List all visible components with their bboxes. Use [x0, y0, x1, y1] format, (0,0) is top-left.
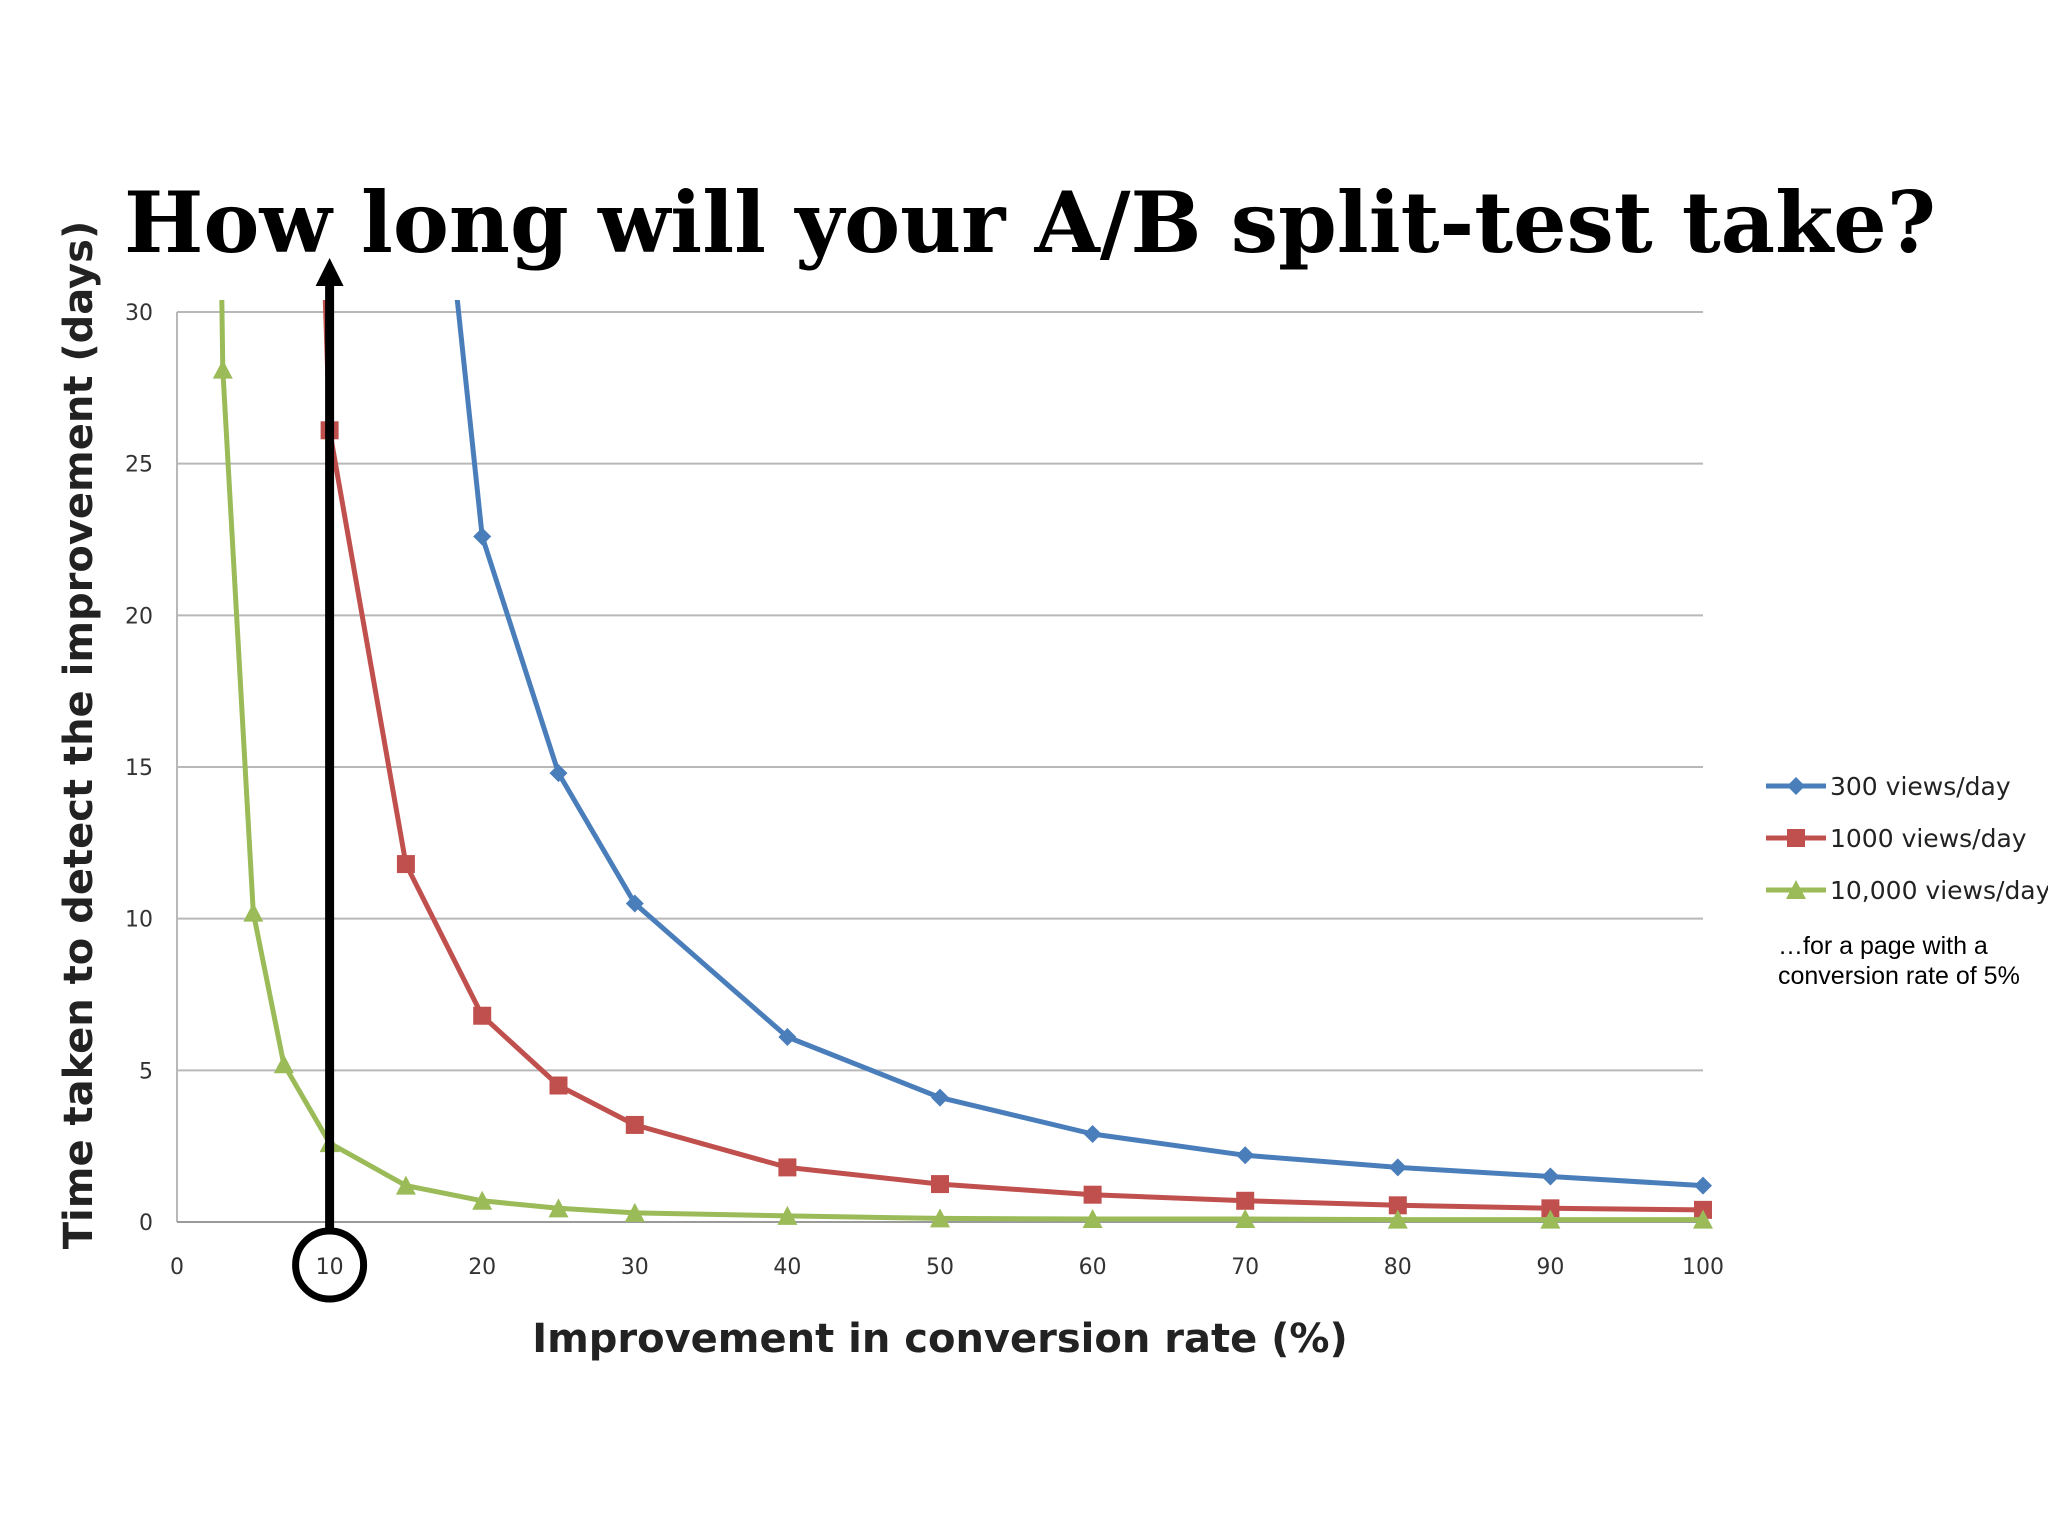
- data-point: [1693, 1209, 1713, 1229]
- legend-marker: [1786, 880, 1806, 899]
- legend-item: 1000 views/day: [1766, 824, 2027, 853]
- data-point: [396, 855, 415, 874]
- x-axis-label: Improvement in conversion rate (%): [532, 1316, 1348, 1362]
- data-point: [1083, 1125, 1102, 1144]
- data-point: [1541, 1199, 1560, 1218]
- series-3: [212, 300, 1713, 1229]
- data-point: [1388, 1196, 1407, 1215]
- x-tick-label: 80: [1384, 1255, 1412, 1280]
- x-tick-label: 40: [773, 1255, 801, 1280]
- data-point: [624, 1202, 645, 1222]
- data-point: [273, 1054, 294, 1074]
- data-point: [931, 1175, 949, 1194]
- y-tick-label: 0: [139, 1211, 153, 1236]
- legend-item: 300 views/day: [1766, 772, 2011, 801]
- series-1: [454, 300, 1712, 1195]
- series-group: [212, 300, 1713, 1229]
- data-point: [1540, 1209, 1561, 1229]
- annotation: [292, 258, 368, 1303]
- legend-label: 10,000 views/day: [1830, 876, 2048, 905]
- y-tick-label: 15: [125, 756, 153, 781]
- x-tick-label: 100: [1682, 1255, 1724, 1280]
- data-point: [473, 1006, 492, 1025]
- legend-marker: [1787, 777, 1805, 795]
- legend-label: 1000 views/day: [1830, 824, 2027, 853]
- data-point: [778, 1158, 797, 1177]
- annotation-arrow-head: [315, 258, 344, 286]
- data-point: [1387, 1209, 1408, 1229]
- y-tick-label: 10: [125, 908, 153, 933]
- annotation-circle: [292, 1227, 368, 1303]
- data-point: [1082, 1208, 1103, 1228]
- x-tick-label: 60: [1079, 1255, 1107, 1280]
- x-tick-label: 70: [1231, 1255, 1259, 1280]
- data-point: [212, 359, 233, 379]
- y-tick-label: 20: [125, 604, 153, 629]
- y-axis-label: Time taken to detect the improvement (da…: [56, 221, 102, 1249]
- x-tick-label: 50: [926, 1255, 954, 1280]
- x-tick-label: 20: [468, 1255, 496, 1280]
- x-tick-label: 0: [170, 1255, 184, 1280]
- data-point: [549, 764, 568, 783]
- data-point: [472, 1190, 493, 1210]
- legend: 300 views/day 1000 views/day 10,000 views/…: [1766, 772, 2048, 905]
- y-tick-labels: 0 5 10 15 20 25 30: [125, 301, 153, 1236]
- legend-label: 300 views/day: [1830, 772, 2011, 801]
- grid: [176, 311, 1703, 1223]
- data-point: [778, 1027, 797, 1046]
- data-point: [1236, 1191, 1255, 1210]
- chart-title: How long will your A/B split-test take?: [124, 173, 1936, 272]
- data-point: [625, 1115, 644, 1134]
- data-point: [549, 1076, 568, 1095]
- legend-item: 10,000 views/day: [1766, 876, 2048, 905]
- data-point: [1083, 1185, 1102, 1204]
- data-point: [1541, 1167, 1560, 1186]
- legend-marker: [1787, 829, 1805, 847]
- x-tick-label: 10: [316, 1255, 344, 1280]
- data-point: [243, 902, 264, 922]
- data-point: [1236, 1146, 1255, 1165]
- data-point: [473, 527, 492, 546]
- y-tick-label: 5: [139, 1059, 153, 1084]
- data-point: [1235, 1208, 1256, 1228]
- data-point: [548, 1198, 569, 1218]
- data-point: [930, 1208, 950, 1228]
- data-point: [395, 1175, 416, 1195]
- x-tick-label: 30: [621, 1255, 649, 1280]
- data-point: [931, 1088, 949, 1107]
- series-line: [219, 300, 1706, 1223]
- x-tick-label: 90: [1536, 1255, 1564, 1280]
- data-point: [1388, 1158, 1407, 1177]
- data-point: [777, 1205, 798, 1225]
- y-tick-label: 25: [125, 453, 153, 478]
- footnote: …for a page with a conversion rate of 5%: [1778, 932, 2020, 990]
- y-tick-label: 30: [125, 301, 153, 326]
- data-point: [1694, 1176, 1712, 1195]
- data-point: [625, 894, 644, 913]
- x-tick-labels: 0 10 20 30 40 50 60 70 80 90 100: [170, 1255, 1724, 1280]
